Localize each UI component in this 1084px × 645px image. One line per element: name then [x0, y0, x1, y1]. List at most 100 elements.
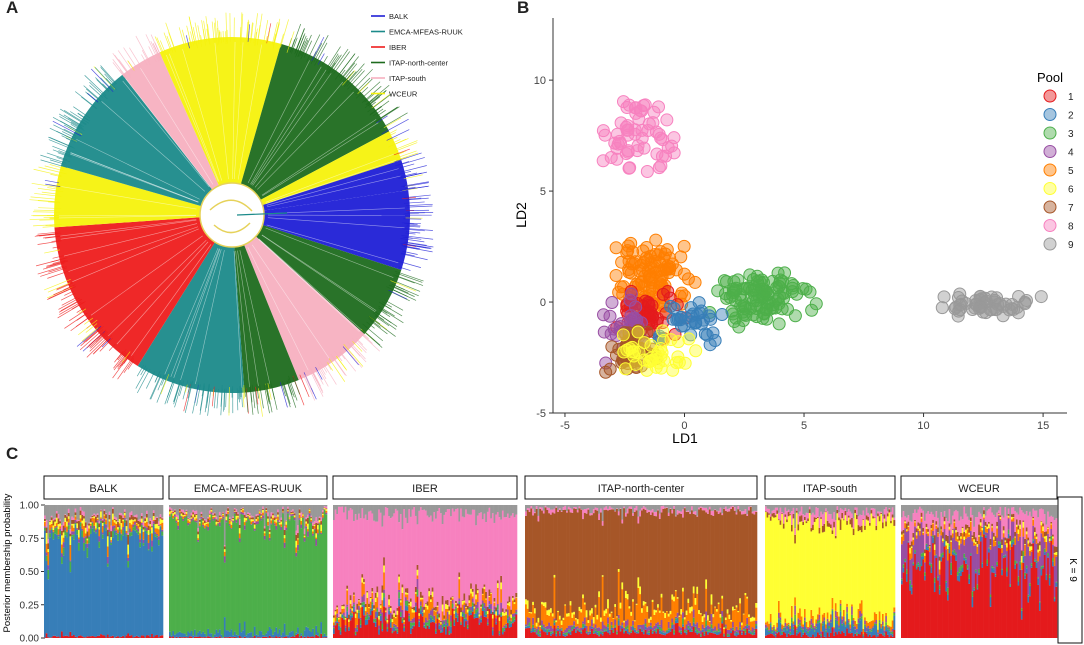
- membership-bar-segment: [240, 508, 243, 509]
- membership-bar-segment: [532, 508, 535, 516]
- scatter-legend-label: 6: [1068, 185, 1074, 196]
- membership-bar-segment: [368, 511, 371, 604]
- membership-bar-segment: [573, 614, 576, 622]
- scatter-legend-title: Pool: [1037, 70, 1063, 85]
- membership-bar-segment: [177, 515, 180, 520]
- membership-bar-segment: [596, 505, 599, 508]
- membership-bar-segment: [243, 514, 246, 518]
- membership-bar-segment: [371, 598, 374, 603]
- membership-bar-segment: [715, 511, 719, 610]
- membership-bar-segment: [245, 522, 248, 636]
- membership-bar-segment: [307, 531, 310, 537]
- membership-bar-segment: [430, 515, 432, 595]
- membership-bar-segment: [411, 505, 414, 510]
- membership-bar-segment: [660, 634, 663, 638]
- point-pool-2: [703, 338, 717, 352]
- membership-bar-segment: [735, 633, 738, 637]
- tree-tip: [266, 30, 271, 45]
- membership-bar-segment: [478, 618, 481, 624]
- membership-bar-segment: [460, 622, 463, 624]
- tree-tip: [214, 17, 218, 46]
- membership-bar-segment: [626, 628, 629, 634]
- membership-bar-segment: [122, 517, 125, 520]
- tree-tip: [42, 262, 65, 270]
- tree-branch: [182, 49, 222, 181]
- tree-tip: [114, 54, 129, 74]
- tree-tip: [203, 20, 208, 42]
- tree-tip: [49, 224, 62, 226]
- membership-bar-segment: [443, 623, 446, 627]
- membership-bar-segment: [255, 524, 258, 635]
- tree-tip: [397, 157, 425, 166]
- membership-bar-segment: [528, 622, 531, 626]
- membership-bar-segment: [368, 607, 371, 609]
- tree-branch: [239, 250, 271, 384]
- membership-bar-segment: [426, 620, 429, 623]
- membership-bar-segment: [66, 531, 69, 533]
- membership-bar-segment: [381, 631, 384, 638]
- membership-bar-segment: [705, 631, 708, 638]
- tree-tip: [325, 361, 332, 370]
- membership-bar-segment: [544, 505, 547, 506]
- membership-bar-segment: [612, 630, 615, 632]
- membership-bar-segment: [275, 517, 278, 519]
- membership-bar-segment: [183, 514, 186, 516]
- membership-bar-segment: [84, 505, 87, 522]
- membership-bar-segment: [127, 544, 130, 555]
- membership-bar-segment: [465, 621, 468, 638]
- tree-tip: [374, 311, 392, 324]
- membership-bar-segment: [641, 505, 644, 509]
- membership-bar-segment: [619, 625, 622, 630]
- tree-tip: [387, 136, 398, 143]
- membership-bar-segment: [435, 610, 438, 612]
- point-pool-3: [803, 285, 817, 299]
- membership-bar-segment: [541, 625, 544, 628]
- membership-bar-segment: [84, 637, 87, 638]
- membership-bar-segment: [450, 626, 453, 634]
- membership-bar-segment: [127, 554, 130, 558]
- membership-bar-segment: [525, 599, 528, 605]
- membership-bar-segment: [539, 626, 542, 632]
- membership-bar-segment: [476, 617, 479, 638]
- membership-bar-segment: [587, 508, 590, 510]
- membership-bar-segment: [466, 620, 469, 625]
- membership-bar-segment: [690, 506, 694, 511]
- membership-bar-segment: [366, 614, 369, 620]
- membership-bar-segment: [662, 630, 665, 633]
- tree-tip: [199, 385, 205, 415]
- membership-bar-segment: [147, 534, 150, 544]
- membership-bar-segment: [245, 635, 248, 638]
- membership-bar-segment: [440, 632, 443, 638]
- membership-bar-segment: [732, 629, 735, 631]
- membership-bar-segment: [192, 519, 195, 636]
- membership-bar-segment: [182, 512, 185, 516]
- membership-bar-segment: [297, 633, 300, 638]
- membership-bar-segment: [215, 629, 218, 637]
- membership-bar-segment: [493, 505, 496, 523]
- membership-bar-segment: [137, 519, 140, 521]
- membership-bar-segment: [623, 627, 626, 631]
- membership-bar-segment: [343, 606, 346, 609]
- membership-bar-segment: [773, 625, 776, 627]
- membership-bar-segment: [379, 512, 382, 605]
- membership-bar-segment: [373, 609, 376, 619]
- tree-tip: [362, 323, 384, 342]
- membership-bar-segment: [649, 616, 653, 620]
- membership-bar-segment: [566, 635, 569, 638]
- membership-bar-segment: [393, 627, 396, 632]
- membership-bar-segment: [260, 505, 263, 513]
- membership-bar-segment: [135, 525, 138, 530]
- membership-bar-segment: [708, 506, 711, 510]
- membership-bar-segment: [455, 602, 458, 605]
- membership-bar-segment: [749, 505, 752, 507]
- membership-bar-segment: [218, 526, 221, 630]
- membership-bar-segment: [399, 513, 402, 600]
- membership-bar-segment: [431, 619, 434, 622]
- membership-bar-segment: [200, 518, 203, 634]
- membership-bar-segment: [488, 604, 491, 605]
- membership-bar-segment: [322, 517, 324, 519]
- membership-bar-segment: [651, 599, 654, 603]
- membership-bar-segment: [140, 524, 143, 529]
- point-pool-5: [681, 272, 695, 286]
- tree-tip: [382, 301, 393, 308]
